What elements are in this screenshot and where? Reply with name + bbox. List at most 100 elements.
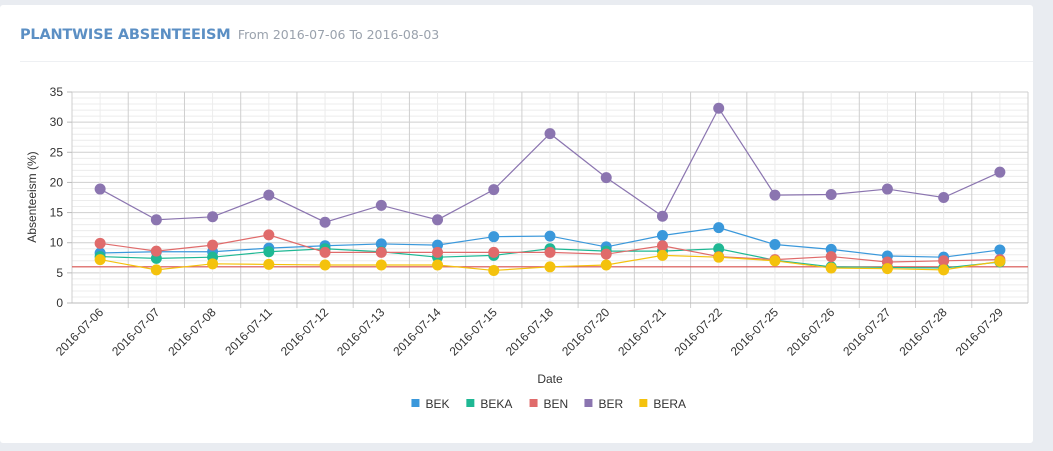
data-point-ben[interactable] xyxy=(375,246,387,258)
legend-item-ben[interactable]: BEN xyxy=(529,397,569,411)
data-point-bera[interactable] xyxy=(994,255,1006,267)
data-point-bera[interactable] xyxy=(713,251,725,263)
data-point-ben[interactable] xyxy=(150,245,162,257)
y-tick-label: 0 xyxy=(56,296,63,310)
x-tick-label: 2016-07-21 xyxy=(615,305,669,359)
data-point-bek[interactable] xyxy=(544,230,556,242)
data-point-ber[interactable] xyxy=(375,199,387,211)
x-tick-label: 2016-07-18 xyxy=(503,305,557,359)
legend-swatch xyxy=(529,399,538,407)
legend-item-bera[interactable]: BERA xyxy=(639,397,686,411)
data-point-ben[interactable] xyxy=(825,251,837,263)
data-point-ber[interactable] xyxy=(150,214,162,226)
data-point-ber[interactable] xyxy=(938,192,950,203)
data-point-ben[interactable] xyxy=(656,240,668,252)
x-tick-label: 2016-07-26 xyxy=(784,305,838,359)
data-point-bera[interactable] xyxy=(881,263,893,275)
data-point-bera[interactable] xyxy=(600,259,612,271)
data-point-bera[interactable] xyxy=(432,259,444,271)
data-point-ber[interactable] xyxy=(769,189,781,201)
data-point-bek[interactable] xyxy=(994,244,1006,256)
data-point-ber[interactable] xyxy=(713,102,725,114)
header-divider xyxy=(20,61,1033,62)
data-point-bera[interactable] xyxy=(656,249,668,261)
grid xyxy=(67,91,1029,308)
data-point-ber[interactable] xyxy=(432,214,444,226)
legend-label: BEKA xyxy=(480,397,512,411)
data-point-ber[interactable] xyxy=(94,183,106,195)
data-point-ben[interactable] xyxy=(319,246,331,258)
data-point-bera[interactable] xyxy=(375,259,387,271)
data-point-bek[interactable] xyxy=(769,239,781,251)
data-point-bera[interactable] xyxy=(207,258,219,270)
data-point-beka[interactable] xyxy=(263,246,275,258)
legend-swatch xyxy=(466,399,475,407)
y-axis-ticks: 0 5 10 15 20 25 30 35 xyxy=(50,85,72,310)
x-tick-label: 2016-07-27 xyxy=(840,305,894,359)
data-point-bera[interactable] xyxy=(544,261,556,273)
x-tick-label: 2016-07-22 xyxy=(672,305,726,359)
data-point-ben[interactable] xyxy=(488,246,500,258)
data-point-ben[interactable] xyxy=(544,246,556,258)
legend-item-beka[interactable]: BEKA xyxy=(466,397,512,411)
x-tick-label: 2016-07-14 xyxy=(390,305,444,359)
data-point-ber[interactable] xyxy=(488,184,500,196)
legend-swatch xyxy=(411,399,420,407)
data-point-bera[interactable] xyxy=(263,258,275,270)
data-point-bera[interactable] xyxy=(150,264,162,276)
data-point-ber[interactable] xyxy=(319,216,331,228)
x-tick-label: 2016-07-15 xyxy=(447,305,501,359)
legend-swatch xyxy=(584,399,593,407)
data-point-ber[interactable] xyxy=(994,166,1006,178)
data-point-ber[interactable] xyxy=(263,189,275,201)
y-tick-label: 15 xyxy=(50,206,64,220)
y-tick-label: 5 xyxy=(56,266,63,280)
data-point-ben[interactable] xyxy=(600,248,612,260)
data-point-beka[interactable] xyxy=(713,243,725,255)
data-point-bera[interactable] xyxy=(94,254,106,266)
data-point-bera[interactable] xyxy=(488,264,500,276)
data-point-ber[interactable] xyxy=(881,183,893,195)
data-point-ben[interactable] xyxy=(207,239,219,251)
y-tick-label: 25 xyxy=(50,145,64,159)
legend-item-bek[interactable]: BEK xyxy=(411,397,449,411)
data-point-bek[interactable] xyxy=(375,238,387,250)
data-point-bek[interactable] xyxy=(656,229,668,241)
y-tick-label: 20 xyxy=(50,175,64,189)
data-point-ber[interactable] xyxy=(600,172,612,184)
data-point-bek[interactable] xyxy=(488,231,500,243)
x-tick-label: 2016-07-13 xyxy=(334,305,388,359)
legend-label: BER xyxy=(598,397,623,411)
data-point-bera[interactable] xyxy=(938,264,950,276)
y-axis-label: Absenteeism (%) xyxy=(25,151,39,242)
chart-card: PLANTWISE ABSENTEEISM From 2016-07-06 To… xyxy=(0,5,1033,443)
card-title: PLANTWISE ABSENTEEISM xyxy=(20,27,231,43)
data-point-bera[interactable] xyxy=(769,255,781,267)
x-tick-label: 2016-07-12 xyxy=(278,305,332,359)
x-tick-label: 2016-07-06 xyxy=(53,305,107,359)
legend-item-ber[interactable]: BER xyxy=(584,397,623,411)
x-tick-label: 2016-07-20 xyxy=(559,305,613,359)
date-range: From 2016-07-06 To 2016-08-03 xyxy=(237,27,440,42)
data-point-ben[interactable] xyxy=(938,255,950,267)
data-point-ber[interactable] xyxy=(207,211,219,223)
data-point-ber[interactable] xyxy=(544,128,556,140)
data-point-ben[interactable] xyxy=(432,246,444,258)
x-tick-label: 2016-07-29 xyxy=(953,305,1007,359)
data-point-ber[interactable] xyxy=(825,188,837,200)
data-point-ber[interactable] xyxy=(656,210,668,222)
data-point-bera[interactable] xyxy=(319,259,331,271)
series-group xyxy=(94,102,1006,276)
markers-bera xyxy=(94,249,1006,276)
x-axis-ticks: 2016-07-06 2016-07-07 2016-07-08 2016-07-11… xyxy=(53,305,1006,359)
y-tick-label: 10 xyxy=(50,236,64,250)
data-point-ben[interactable] xyxy=(263,229,275,241)
data-point-bek[interactable] xyxy=(713,222,725,234)
data-point-bera[interactable] xyxy=(825,262,837,274)
legend-label: BEN xyxy=(544,397,569,411)
data-point-ben[interactable] xyxy=(94,237,106,249)
legend-label: BERA xyxy=(653,397,686,411)
legend[interactable]: BEK BEKA BEN BER BERA xyxy=(411,397,686,411)
x-tick-label: 2016-07-07 xyxy=(109,305,163,359)
